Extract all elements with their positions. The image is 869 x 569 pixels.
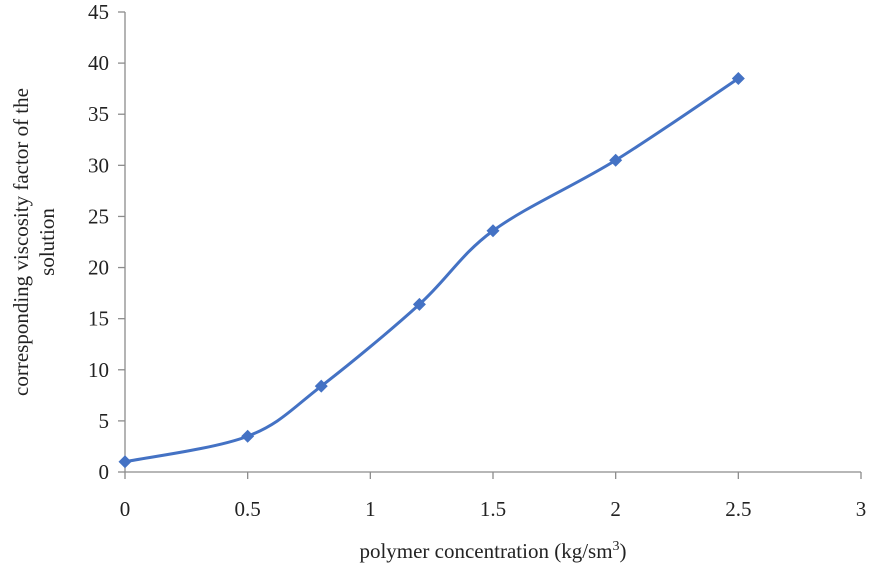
x-axis-title-close: ) <box>620 539 627 563</box>
y-tick-label: 25 <box>88 204 109 228</box>
y-tick-label: 30 <box>88 153 109 177</box>
series-line <box>124 77 740 464</box>
data-point-marker <box>731 71 745 85</box>
x-tick-label: 2.5 <box>725 497 751 521</box>
data-point-marker <box>314 379 328 393</box>
y-tick-label: 10 <box>88 358 109 382</box>
y-ticks: 0 5 10 15 20 25 30 35 40 45 <box>88 0 125 484</box>
data-point-marker <box>241 429 255 443</box>
data-point-marker <box>412 297 426 311</box>
y-tick-label: 5 <box>99 409 110 433</box>
data-point-marker <box>609 153 623 167</box>
x-tick-label: 1.5 <box>480 497 506 521</box>
axes <box>124 12 861 473</box>
y-axis-title: corresponding viscosity factor of the so… <box>9 88 59 396</box>
x-axis-title: polymer concentration (kg/sm3) <box>359 539 626 563</box>
y-axis-title-line2: solution <box>35 208 59 276</box>
y-tick-label: 15 <box>88 307 109 331</box>
x-axis-title-main: polymer concentration (kg/sm <box>359 539 612 563</box>
x-tick-label: 0 <box>120 497 131 521</box>
series-group <box>118 71 745 469</box>
y-tick-label: 20 <box>88 256 109 280</box>
x-tick-label: 3 <box>856 497 867 521</box>
y-axis-title-line1: corresponding viscosity factor of the <box>9 88 33 396</box>
y-tick-label: 45 <box>88 0 109 24</box>
y-tick-label: 35 <box>88 102 109 126</box>
x-axis-title-superscript: 3 <box>613 539 620 554</box>
y-tick-label: 40 <box>88 51 109 75</box>
x-tick-label: 1 <box>365 497 376 521</box>
data-point-marker <box>118 455 132 469</box>
data-point-marker <box>486 224 500 238</box>
x-tick-label: 2 <box>610 497 621 521</box>
y-tick-label: 0 <box>99 460 110 484</box>
x-ticks: 0 0.5 1 1.5 2 2.5 3 <box>120 472 867 521</box>
x-tick-label: 0.5 <box>235 497 261 521</box>
